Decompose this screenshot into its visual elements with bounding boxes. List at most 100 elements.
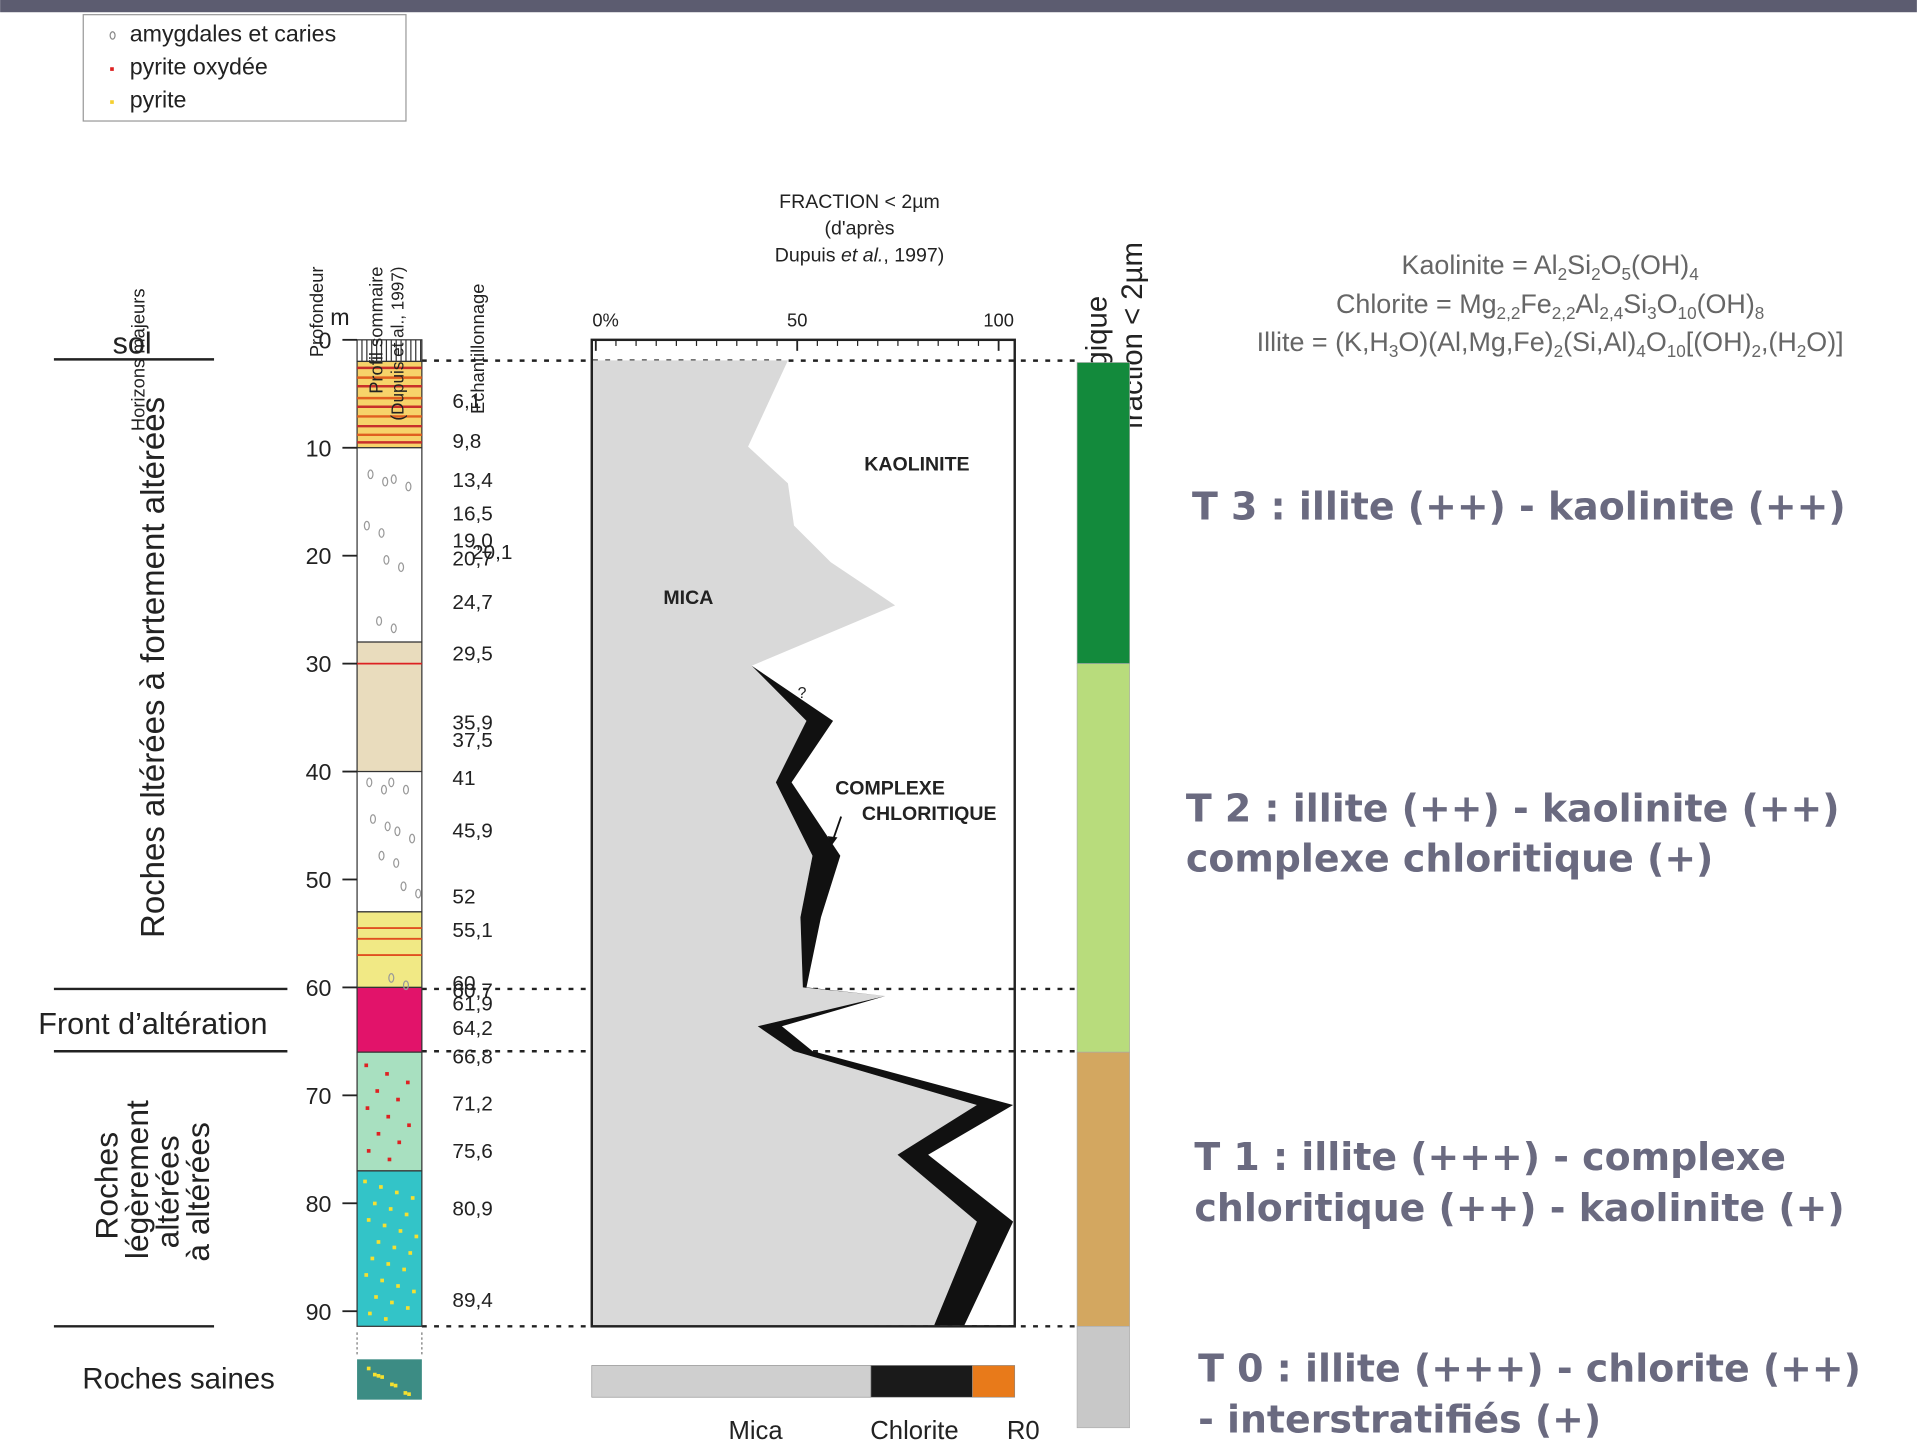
top-banner bbox=[0, 0, 1917, 12]
litho-sound bbox=[357, 1359, 422, 1399]
formula: Kaolinite = Al2Si2O5(OH)4 bbox=[1402, 250, 1700, 284]
litho-dot bbox=[397, 1141, 401, 1145]
litho-dot bbox=[380, 1375, 384, 1379]
litho-dot bbox=[374, 1295, 378, 1299]
formula-part: 10 bbox=[1678, 304, 1697, 323]
bottom-bar-label: Chlorite bbox=[870, 1417, 958, 1440]
sample-label: 20,7 bbox=[452, 548, 492, 571]
bottom-bar-label: R0 bbox=[1007, 1417, 1040, 1440]
litho-dot bbox=[390, 1383, 394, 1387]
litho-dot bbox=[399, 1229, 403, 1233]
sample-label: 16,5 bbox=[452, 502, 492, 525]
formula-part: O)] bbox=[1806, 327, 1843, 357]
formula-part: 2,2 bbox=[1552, 304, 1576, 323]
litho-dot bbox=[406, 1306, 410, 1310]
formula-part: 2,2 bbox=[1497, 304, 1521, 323]
bottom-bar-segment bbox=[972, 1365, 1014, 1397]
litho-dot bbox=[367, 1367, 371, 1371]
depth-tick-label: 90 bbox=[306, 1299, 332, 1325]
litho-dot bbox=[379, 1185, 383, 1189]
sample-label: 9,8 bbox=[452, 430, 481, 453]
formula: Chlorite = Mg2,2Fe2,2Al2,4Si3O10(OH)8 bbox=[1336, 289, 1764, 323]
litho-dot bbox=[386, 1262, 390, 1266]
litho-dot bbox=[380, 1279, 384, 1283]
formula-part: Fe bbox=[1520, 289, 1551, 319]
sample-label: 52 bbox=[452, 886, 475, 909]
area-label: MICA bbox=[663, 587, 713, 609]
area-label: CHLORITIQUE bbox=[862, 803, 997, 825]
sample-label: 71,2 bbox=[452, 1093, 492, 1116]
x-tick-label: 0% bbox=[592, 309, 619, 330]
zone-bar bbox=[1077, 664, 1130, 1053]
litho-dot bbox=[366, 1106, 370, 1110]
formula-part: Chlorite = Mg bbox=[1336, 289, 1497, 319]
legend-label: pyrite bbox=[130, 87, 187, 113]
formula-part: O bbox=[1657, 289, 1678, 319]
x-tick-label: 100 bbox=[983, 309, 1014, 330]
litho-dot bbox=[385, 1072, 389, 1076]
fraction-plot bbox=[592, 340, 1015, 1326]
sample-label: 24,7 bbox=[452, 591, 492, 614]
litho-dot bbox=[394, 1384, 398, 1388]
area-label: COMPLEXE bbox=[835, 778, 945, 800]
formula-part: O bbox=[1646, 327, 1667, 357]
formula-part: (OH) bbox=[1697, 289, 1755, 319]
formula-part: 2 bbox=[1591, 265, 1601, 284]
zone-text: T 3 : illite (++) - kaolinite (++) bbox=[1192, 485, 1846, 529]
litho-dot bbox=[377, 1374, 381, 1378]
bottom-bar-label: Mica bbox=[728, 1417, 783, 1440]
lithology-column bbox=[357, 340, 422, 1400]
depth-tick-label: 40 bbox=[306, 759, 332, 785]
litho-dot bbox=[402, 1268, 406, 1272]
area-label: KAOLINITE bbox=[864, 454, 969, 476]
sample-label: 29,5 bbox=[452, 643, 492, 666]
depth-unit: m bbox=[330, 304, 349, 330]
depth-tick-label: 0 bbox=[318, 327, 331, 353]
horizon-label: Roches saines bbox=[82, 1363, 274, 1396]
litho-dot bbox=[388, 1158, 392, 1162]
formula-part: 4 bbox=[1689, 265, 1699, 284]
formula-part: ,(H bbox=[1761, 327, 1797, 357]
litho-dot bbox=[363, 1180, 367, 1184]
depth-tick-label: 70 bbox=[306, 1083, 332, 1109]
horizon-label: Roches altérées à fortement altérées bbox=[134, 397, 171, 938]
legend-label: amygdales et caries bbox=[130, 21, 336, 47]
litho-dot bbox=[384, 1317, 388, 1321]
formula-part: O)(Al,Mg,Fe) bbox=[1398, 327, 1553, 357]
zone-text: chloritique (++) - kaolinite (+) bbox=[1194, 1186, 1844, 1230]
litho-layer bbox=[357, 1052, 422, 1171]
depth-tick-label: 20 bbox=[306, 543, 332, 569]
zone-bar bbox=[1077, 1326, 1130, 1427]
litho-dot bbox=[415, 1235, 419, 1239]
litho-dot bbox=[405, 1213, 409, 1217]
formula-part: (Si,Al) bbox=[1563, 327, 1636, 357]
litho-dot bbox=[404, 1391, 408, 1395]
area-label: ? bbox=[798, 685, 807, 702]
litho-dot bbox=[373, 1202, 377, 1206]
horizon-label: sol bbox=[113, 326, 152, 360]
formula-part: 5 bbox=[1622, 265, 1632, 284]
depth-tick-label: 50 bbox=[306, 867, 332, 893]
plot-title-part: Dupuis bbox=[775, 245, 841, 267]
header: (Dupuis et al., 1997) bbox=[389, 266, 408, 420]
formula-part: (OH) bbox=[1631, 250, 1689, 280]
zone-text: - interstratifiés (+) bbox=[1198, 1398, 1601, 1440]
sample-label: 45,9 bbox=[452, 820, 492, 843]
litho-dot bbox=[390, 1301, 394, 1305]
litho-dot bbox=[371, 1257, 375, 1261]
formula-part: Si bbox=[1567, 250, 1591, 280]
legend-red-dot bbox=[110, 67, 114, 71]
litho-dot bbox=[396, 1284, 400, 1288]
depth-tick-label: 60 bbox=[306, 975, 332, 1001]
sample-label: 89,4 bbox=[452, 1289, 492, 1312]
litho-dot bbox=[368, 1312, 372, 1316]
bottom-bar-segment bbox=[592, 1365, 871, 1397]
formula-part: 2 bbox=[1797, 342, 1807, 361]
plot-title-part: , 1997) bbox=[883, 245, 944, 267]
zone-bar bbox=[1077, 362, 1130, 663]
horizon-label: à altérées bbox=[180, 1122, 216, 1262]
litho-dot bbox=[377, 1240, 381, 1244]
litho-dot bbox=[364, 1063, 368, 1067]
zone-text: T 0 : illite (+++) - chlorite (++) bbox=[1198, 1346, 1861, 1390]
formula-part: Si bbox=[1623, 289, 1647, 319]
